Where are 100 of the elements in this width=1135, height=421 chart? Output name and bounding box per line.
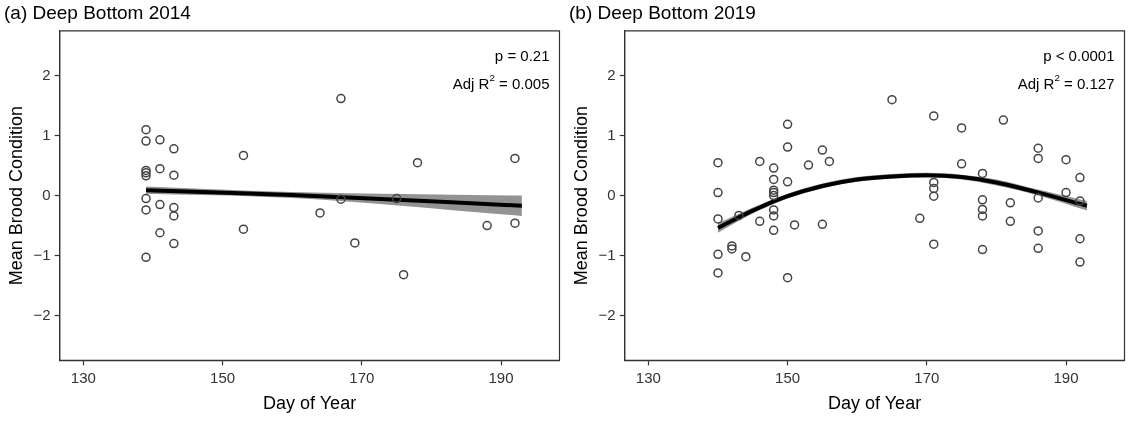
point <box>741 251 751 262</box>
point <box>1033 243 1043 254</box>
point <box>713 157 723 168</box>
point <box>977 244 988 255</box>
y-tick-label: −1 <box>33 245 51 263</box>
x-tick-label: 130 <box>635 368 661 386</box>
point <box>956 159 967 169</box>
point <box>755 156 765 167</box>
point <box>782 119 793 130</box>
point <box>141 124 151 135</box>
x-tick-label: 150 <box>775 368 801 386</box>
x-tick-label: 150 <box>210 368 236 386</box>
point <box>782 272 793 283</box>
point <box>1061 187 1071 198</box>
point <box>929 183 939 194</box>
point <box>169 202 179 213</box>
point <box>1061 154 1071 165</box>
point <box>998 115 1009 125</box>
annotation: p = 0.21 <box>494 46 550 64</box>
point <box>238 150 249 161</box>
x-axis-title: Day of Year <box>263 393 357 414</box>
point <box>977 168 988 179</box>
point <box>412 157 423 168</box>
point <box>155 228 165 238</box>
point <box>155 135 165 145</box>
point <box>1033 153 1043 164</box>
point <box>782 142 793 152</box>
point <box>510 218 520 228</box>
point <box>977 195 988 205</box>
point <box>713 268 723 278</box>
y-tick-label: 1 <box>42 125 51 143</box>
x-tick-label: 190 <box>488 368 514 386</box>
point <box>782 177 793 187</box>
y-tick-label: 2 <box>42 65 51 83</box>
point <box>169 170 179 180</box>
point <box>824 156 835 167</box>
point <box>1075 196 1085 206</box>
point <box>929 111 939 121</box>
y-tick-label: 1 <box>607 125 616 143</box>
x-tick-label: 170 <box>914 368 940 386</box>
point <box>713 187 723 198</box>
point <box>141 205 151 215</box>
point <box>713 249 723 260</box>
point <box>482 220 492 231</box>
y-tick-label: 2 <box>607 65 616 83</box>
point <box>768 211 779 221</box>
point <box>977 204 988 215</box>
point <box>768 163 779 173</box>
x-tick-label: 170 <box>349 368 375 386</box>
point <box>238 224 249 234</box>
y-tick-label: 0 <box>42 185 51 203</box>
annotation: p < 0.0001 <box>1043 46 1115 64</box>
point <box>887 94 897 105</box>
point <box>141 136 151 146</box>
chart-title: (b) Deep Bottom 2019 <box>569 1 756 23</box>
point <box>929 239 939 249</box>
point <box>398 269 409 280</box>
point <box>1075 257 1085 267</box>
point <box>768 205 779 215</box>
y-tick-label: 0 <box>607 185 616 203</box>
point <box>1033 226 1043 236</box>
point <box>956 123 967 133</box>
point <box>929 177 939 188</box>
point <box>169 144 179 154</box>
point <box>315 208 325 218</box>
point <box>336 194 346 204</box>
point <box>1033 143 1043 154</box>
point <box>803 160 814 170</box>
y-tick-label: −1 <box>598 245 616 263</box>
point <box>1005 198 1016 208</box>
point <box>391 193 402 204</box>
y-axis-title: Mean Brood Condition <box>570 106 591 286</box>
point <box>169 238 179 249</box>
point <box>155 199 165 210</box>
point <box>755 216 765 227</box>
point <box>734 210 744 221</box>
chart-title: (a) Deep Bottom 2014 <box>4 1 192 23</box>
point <box>1075 172 1085 183</box>
point <box>1075 234 1085 244</box>
x-tick-label: 190 <box>1053 368 1079 386</box>
point <box>768 174 779 185</box>
point <box>141 193 151 204</box>
point <box>350 238 360 248</box>
y-axis-title: Mean Brood Condition <box>5 106 26 286</box>
point <box>1033 193 1043 203</box>
point <box>915 213 925 224</box>
point <box>141 252 151 263</box>
point <box>169 211 179 221</box>
x-tick-label: 130 <box>70 368 96 386</box>
point <box>155 163 165 174</box>
point <box>817 219 828 230</box>
x-axis-title: Day of Year <box>828 393 922 414</box>
y-tick-label: −2 <box>33 305 51 323</box>
point <box>789 220 800 230</box>
point <box>977 211 988 221</box>
point <box>817 145 828 155</box>
point <box>713 214 723 224</box>
point <box>929 191 939 201</box>
point <box>768 225 779 236</box>
y-tick-label: −2 <box>598 305 616 323</box>
